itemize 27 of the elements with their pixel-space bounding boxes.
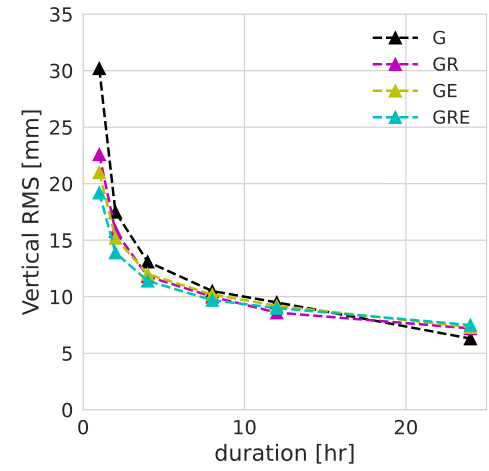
point (92, 186, 106, 200)
point (108, 246, 122, 260)
x-tick-label: 20 (394, 420, 417, 435)
point (140, 274, 154, 288)
x-axis-title: duration [hr] (216, 444, 354, 464)
y-tick-label: 0 (62, 402, 72, 418)
y-tick-label: 30 (50, 64, 72, 78)
x-tick-label: 0 (78, 420, 88, 435)
point (92, 62, 106, 76)
legend-label: GE (433, 84, 457, 98)
point (92, 166, 106, 180)
point (205, 293, 219, 307)
point (464, 318, 478, 332)
point (92, 148, 106, 162)
x-tick-label: 10 (234, 420, 256, 435)
legend-label: GR (433, 57, 458, 71)
point (108, 231, 122, 245)
y-tick-label: 5 (62, 346, 72, 361)
y-tick-label: 35 (50, 7, 72, 22)
legend-label: GRE (433, 110, 470, 124)
y-tick-label: 25 (50, 120, 72, 135)
legend-label: G (433, 30, 445, 44)
y-tick-label: 20 (50, 176, 72, 192)
point (140, 254, 154, 268)
y-tick-label: 15 (50, 233, 72, 248)
y-tick-label: 10 (50, 290, 72, 304)
y-axis-title: Vertical RMS [mm] (22, 110, 42, 316)
